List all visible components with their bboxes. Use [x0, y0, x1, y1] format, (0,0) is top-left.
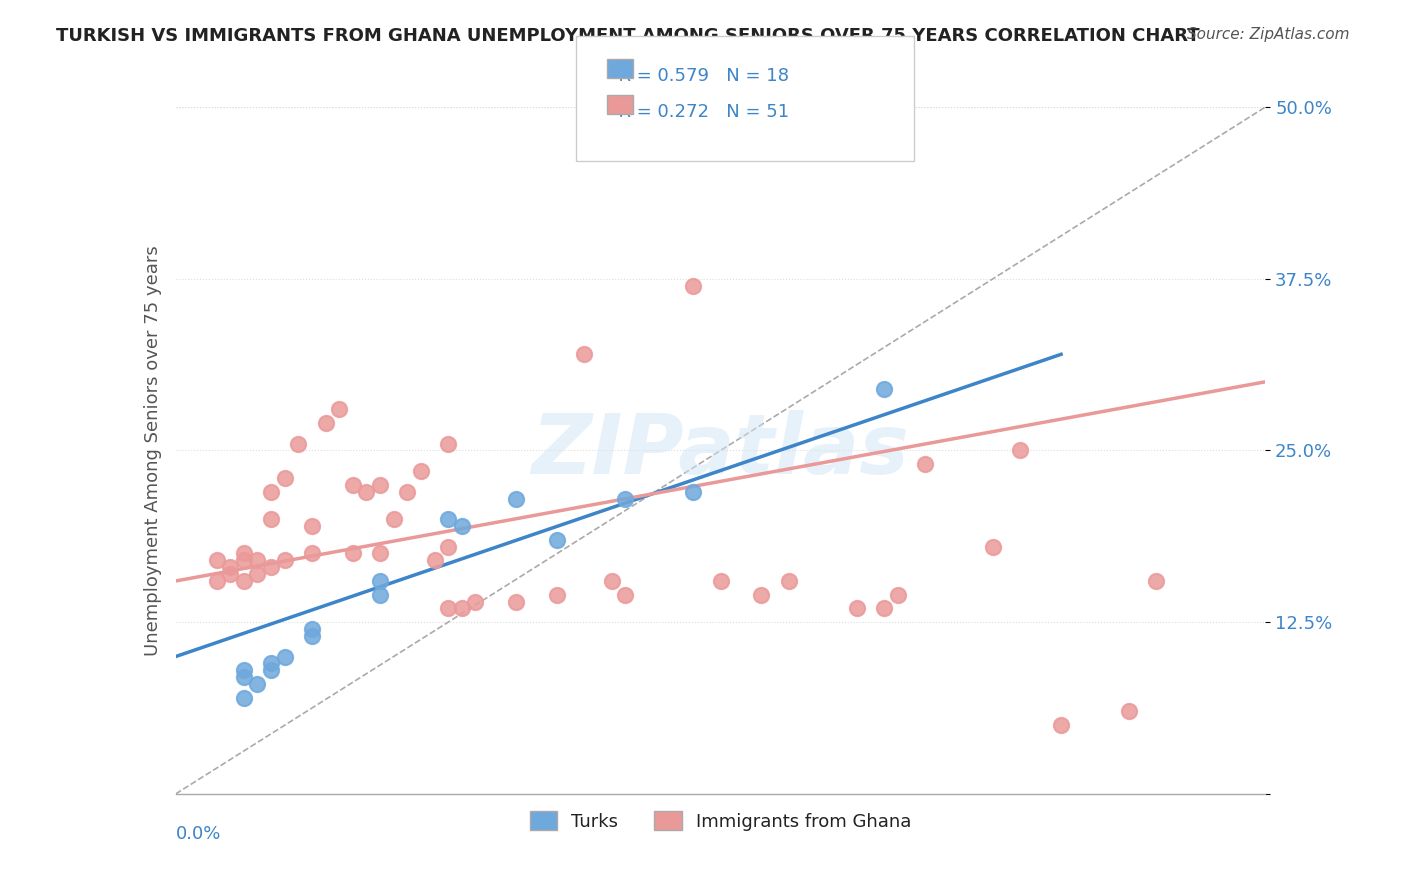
Point [450, 519, 472, 533]
Point [260, 484, 283, 499]
Text: Source: ZipAtlas.com: Source: ZipAtlas.com [1187, 27, 1350, 42]
Point [437, 512, 460, 526]
Point [368, 478, 391, 492]
Point [437, 436, 460, 450]
Point [614, 491, 637, 506]
Text: R = 0.272   N = 51: R = 0.272 N = 51 [607, 103, 790, 120]
Point [546, 533, 568, 547]
Point [368, 588, 391, 602]
Point [368, 574, 391, 588]
Point [845, 601, 868, 615]
Point [232, 670, 254, 684]
Point [232, 663, 254, 677]
Point [274, 553, 297, 567]
Y-axis label: Unemployment Among Seniors over 75 years: Unemployment Among Seniors over 75 years [143, 245, 162, 656]
Text: ZIPatlas: ZIPatlas [531, 410, 910, 491]
Text: TURKISH VS IMMIGRANTS FROM GHANA UNEMPLOYMENT AMONG SENIORS OVER 75 YEARS CORREL: TURKISH VS IMMIGRANTS FROM GHANA UNEMPLO… [56, 27, 1199, 45]
Point [342, 546, 364, 561]
Point [301, 519, 323, 533]
Point [260, 663, 283, 677]
Point [260, 560, 283, 574]
Point [246, 553, 269, 567]
Point [1118, 705, 1140, 719]
Point [914, 457, 936, 471]
Point [301, 629, 323, 643]
Point [382, 512, 405, 526]
Point [287, 436, 309, 450]
Point [232, 690, 254, 705]
Point [232, 553, 254, 567]
Point [205, 574, 228, 588]
Point [600, 574, 623, 588]
Point [1010, 443, 1032, 458]
Point [260, 512, 283, 526]
Point [301, 622, 323, 636]
Point [409, 464, 432, 478]
Point [682, 278, 704, 293]
Point [246, 677, 269, 691]
Point [342, 478, 364, 492]
Point [368, 546, 391, 561]
Legend: Turks, Immigrants from Ghana: Turks, Immigrants from Ghana [520, 803, 921, 839]
Point [205, 553, 228, 567]
Point [778, 574, 800, 588]
Point [450, 601, 472, 615]
Point [505, 594, 527, 608]
Point [751, 588, 773, 602]
Point [328, 402, 350, 417]
Point [437, 601, 460, 615]
Point [614, 588, 637, 602]
Point [437, 540, 460, 554]
Text: 0.0%: 0.0% [176, 825, 221, 843]
Point [232, 574, 254, 588]
Point [710, 574, 733, 588]
Point [1144, 574, 1167, 588]
Point [423, 553, 446, 567]
Point [246, 567, 269, 582]
Point [873, 601, 896, 615]
Point [356, 484, 378, 499]
Point [981, 540, 1004, 554]
Point [219, 560, 242, 574]
Point [315, 416, 337, 430]
Point [219, 567, 242, 582]
Text: R = 0.579   N = 18: R = 0.579 N = 18 [607, 67, 789, 85]
Point [274, 649, 297, 664]
Point [260, 657, 283, 671]
Point [574, 347, 596, 361]
Point [274, 471, 297, 485]
Point [1050, 718, 1073, 732]
Point [464, 594, 486, 608]
Point [301, 546, 323, 561]
Point [886, 588, 908, 602]
Point [873, 382, 896, 396]
Point [232, 546, 254, 561]
Point [505, 491, 527, 506]
Point [682, 484, 704, 499]
Point [546, 588, 568, 602]
Point [396, 484, 419, 499]
